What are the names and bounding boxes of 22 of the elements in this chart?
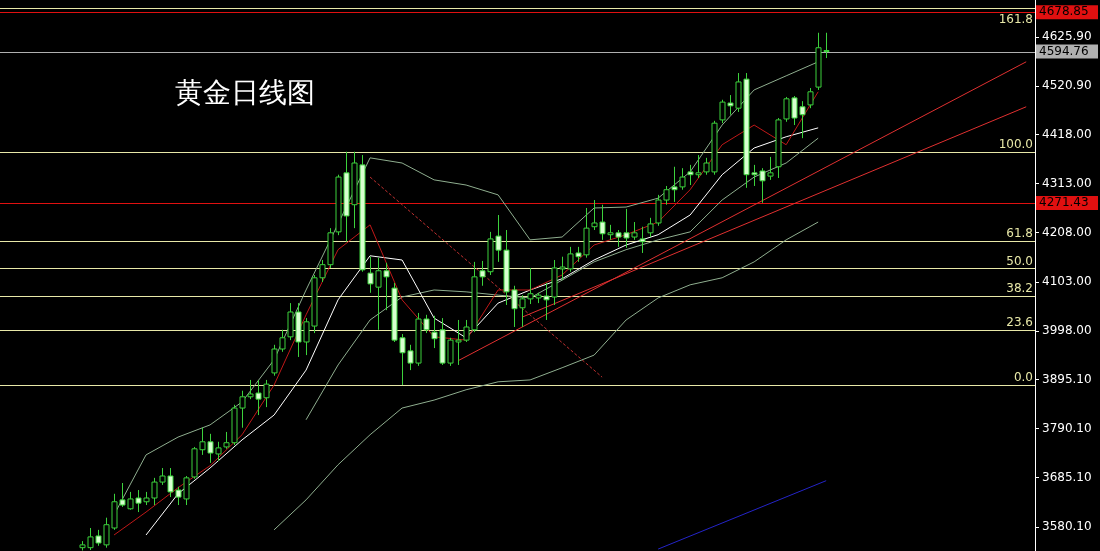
y-tick-label: 3685.10 bbox=[1042, 469, 1092, 484]
text: 黄金日线图 bbox=[175, 76, 315, 110]
y-tick-label: 4208.00 bbox=[1042, 224, 1092, 239]
annotation: 61.8 bbox=[1006, 226, 1033, 241]
annotation: 100.0 bbox=[998, 137, 1033, 152]
y-tick-label: 3895.10 bbox=[1042, 371, 1092, 386]
annotation: 161.8 bbox=[998, 12, 1033, 27]
annotation: 23.6 bbox=[1006, 315, 1033, 330]
ref-line-label: 4594.76 bbox=[1039, 43, 1089, 58]
ref-line-label: 4678.85 bbox=[1039, 4, 1089, 19]
y-tick-label: 4418.00 bbox=[1042, 126, 1092, 141]
y-tick-label: 4520.90 bbox=[1042, 78, 1092, 93]
annotation: 0.0 bbox=[1013, 370, 1033, 385]
y-tick-label: 4313.00 bbox=[1042, 175, 1092, 190]
y-tick-label: 4103.00 bbox=[1042, 274, 1092, 289]
y-tick-label: 3790.10 bbox=[1042, 420, 1092, 435]
annotation: 38.2 bbox=[1006, 281, 1033, 296]
y-tick-label: 4625.90 bbox=[1042, 29, 1092, 44]
annotation: 50.0 bbox=[1006, 253, 1033, 268]
y-tick-label: 3580.10 bbox=[1042, 519, 1092, 534]
ref-line-label: 4271.43 bbox=[1039, 195, 1089, 210]
y-tick-label: 3998.00 bbox=[1042, 323, 1092, 338]
